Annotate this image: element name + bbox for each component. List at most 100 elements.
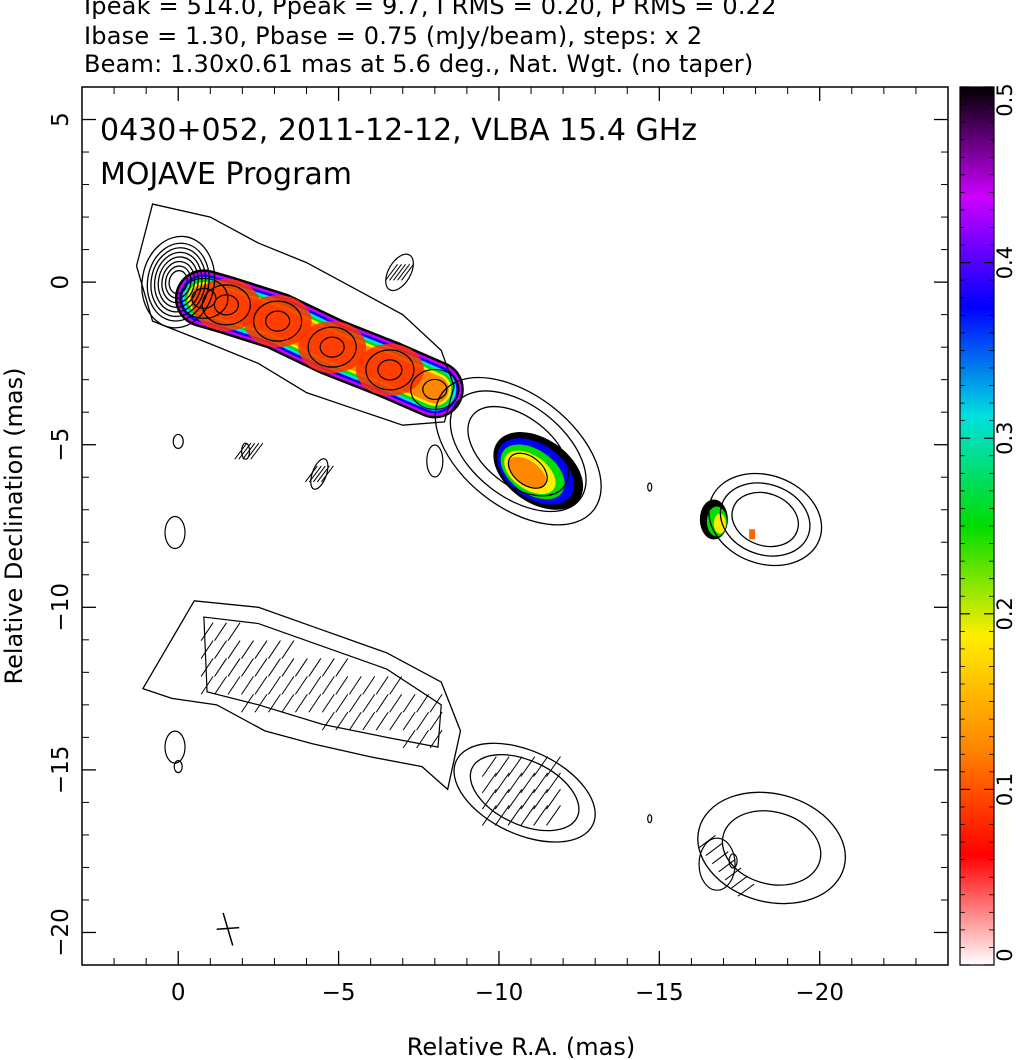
x-axis-label: Relative R.A. (mas) — [407, 1033, 635, 1060]
evpa-vector — [533, 772, 549, 794]
colorbar-tick-label: 0.3 — [993, 421, 1017, 454]
evpa-vector — [731, 875, 748, 889]
comp3-contour — [731, 491, 799, 548]
evpa-vector — [481, 805, 497, 826]
core-contour — [153, 251, 203, 313]
evpa-vector — [507, 772, 523, 794]
evpa-vector — [375, 711, 389, 731]
lower-comp3-contour — [721, 810, 822, 886]
evpa-vector — [402, 693, 416, 713]
evpa-vector — [362, 693, 376, 713]
evpa-vector — [348, 711, 362, 731]
lower-noise-contour — [164, 730, 186, 764]
noise-contour — [240, 442, 251, 460]
colorbar-tick-label: 0.5 — [993, 83, 1017, 116]
lower-comp2-contour — [469, 754, 580, 832]
x-tick-label: −5 — [322, 980, 356, 1006]
lower-noise-contour — [647, 814, 653, 824]
evpa-vector — [389, 676, 403, 695]
evpa-vector — [241, 676, 254, 695]
evpa-vector — [533, 788, 549, 810]
evpa-vector — [718, 859, 735, 873]
pol-knot — [355, 343, 424, 396]
evpa-vector — [375, 693, 389, 713]
lower-outer-contour — [141, 600, 462, 791]
colorbar-tick-label: 0.2 — [993, 597, 1017, 630]
pol-knot-3 — [713, 513, 726, 534]
comp2-contour — [467, 405, 570, 497]
evpa-vector — [494, 772, 510, 794]
comp3-contour — [719, 482, 811, 557]
evpa-vector — [711, 851, 729, 865]
evpa-tick — [397, 264, 410, 281]
lower-comp3-contour — [697, 791, 847, 905]
evpa-vector — [481, 788, 497, 810]
evpa-tick — [320, 465, 334, 483]
evpa-vector — [546, 756, 561, 777]
evpa-vector — [402, 711, 416, 731]
evpa-tick — [234, 442, 248, 460]
evpa-tick — [393, 264, 406, 281]
evpa-vector — [214, 676, 227, 695]
evpa-vector — [481, 756, 497, 777]
x-tick-label: 0 — [171, 980, 186, 1006]
jet-knot-contour — [410, 368, 460, 411]
beam-major-axis — [222, 912, 234, 946]
evpa-vector — [389, 693, 403, 713]
colorbar — [960, 87, 994, 965]
evpa-vector — [281, 693, 295, 713]
plot-title-line-1: 0430+052, 2011-12-12, VLBA 15.4 GHz — [100, 113, 697, 148]
evpa-vector — [268, 676, 281, 695]
evpa-vector — [200, 658, 214, 677]
evpa-vector — [308, 658, 322, 677]
evpa-vector — [227, 640, 241, 659]
evpa-vector — [294, 676, 308, 695]
colorbar-tick-label: 0.4 — [993, 246, 1017, 279]
evpa-vector — [268, 640, 281, 659]
evpa-vector — [335, 658, 349, 677]
evpa-vector — [402, 729, 416, 749]
core-contour — [146, 242, 210, 322]
evpa-vector — [335, 693, 349, 713]
evpa-vector — [520, 772, 536, 794]
evpa-vector — [308, 676, 322, 695]
evpa-vector — [294, 693, 308, 713]
evpa-vector — [724, 867, 742, 881]
evpa-vector — [494, 805, 510, 826]
beam-minor-axis — [216, 926, 240, 930]
evpa-tick — [385, 264, 398, 281]
core-contour — [157, 256, 199, 308]
evpa-vector — [520, 756, 536, 777]
axis-ticks: 0 −5 −10 −15 −20 5 0 −5 −10 −15 −20 — [48, 87, 948, 1006]
evpa-vector — [533, 756, 549, 777]
core-contour — [150, 247, 207, 318]
evpa-tick — [246, 442, 260, 460]
evpa-vector — [281, 640, 295, 659]
y-tick-label: 0 — [48, 275, 74, 290]
plot-title-line-2: MOJAVE Program — [100, 157, 352, 192]
evpa-tick — [242, 442, 256, 460]
evpa-vector — [268, 658, 281, 677]
evpa-vector — [200, 622, 214, 641]
y-axis-label: Relative Declination (mas) — [0, 367, 28, 684]
colorbar-tick-label: 0.1 — [993, 773, 1017, 806]
y-tick-label: −10 — [48, 583, 74, 632]
jet-knot-contour-inner — [319, 336, 345, 358]
colorbar-tick-label: 0 — [993, 948, 1017, 961]
evpa-vector — [268, 693, 281, 713]
comp3-contour — [708, 472, 823, 567]
evpa-vector — [348, 676, 362, 695]
jet-knot-contour-inner — [265, 310, 291, 332]
evpa-vector — [507, 756, 523, 777]
evpa-vector — [294, 658, 308, 677]
comp2-contour — [434, 376, 602, 526]
lower-comp2-contour — [453, 742, 596, 843]
noise-contour — [164, 515, 186, 550]
evpa-vector — [507, 805, 523, 826]
lower-comp3-inner — [698, 837, 736, 891]
plot-frame — [81, 86, 949, 966]
evpa-vector — [737, 883, 755, 897]
lower-noise-contour — [728, 853, 738, 869]
evpa-vector — [699, 835, 716, 848]
comp2-contour — [449, 390, 587, 513]
